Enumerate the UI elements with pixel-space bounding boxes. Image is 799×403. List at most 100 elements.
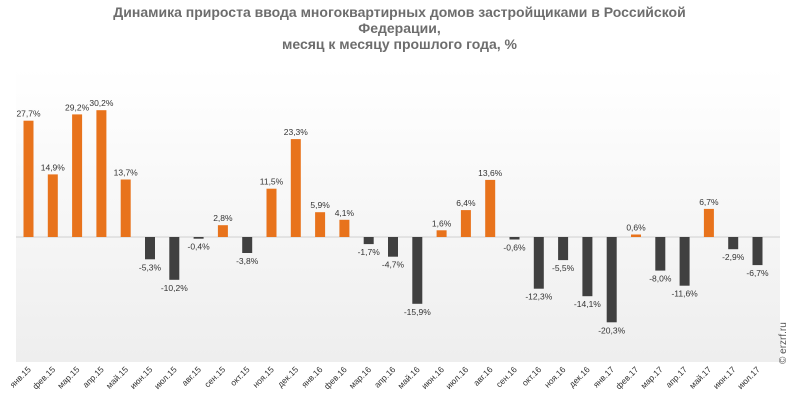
bar-4 — [120, 179, 131, 237]
x-tick-label-3: апр.15 — [80, 364, 106, 390]
data-labels-group: 27,7% 14,9% 29,2% 30,2% 13,7% -5,3% -10,2% -0,4… — [16, 98, 769, 335]
x-tick-label-30: июл.17 — [735, 364, 762, 391]
bar-0 — [23, 120, 34, 237]
bar-2 — [72, 114, 83, 237]
bar-26 — [655, 237, 666, 271]
bar-24 — [606, 237, 617, 323]
data-label-10: 11,5% — [260, 177, 284, 187]
bar-3 — [96, 110, 107, 237]
bar-21 — [533, 237, 544, 289]
x-tick-label-29: июн.17 — [711, 364, 738, 391]
bar-14 — [363, 237, 374, 245]
bar-11 — [290, 139, 301, 237]
x-tick-label-26: мар.17 — [638, 364, 664, 390]
x-tick-label-10: ноя.15 — [251, 364, 277, 390]
bar-8 — [217, 225, 228, 237]
data-label-22: -5,5% — [552, 263, 575, 273]
data-label-3: 30,2% — [89, 98, 114, 108]
bar-15 — [388, 237, 398, 257]
data-label-9: -3,8% — [236, 256, 259, 266]
data-label-30: -6,7% — [746, 268, 769, 278]
x-tick-label-8: сен.15 — [202, 364, 227, 389]
x-tick-label-23: дек.16 — [567, 364, 592, 389]
bar-18 — [460, 210, 471, 237]
bar-23 — [582, 237, 593, 297]
x-tick-label-12: янв.16 — [299, 364, 324, 389]
x-tick-label-6: июл.15 — [152, 364, 179, 391]
data-label-21: -12,3% — [525, 292, 552, 302]
data-label-13: 4,1% — [335, 208, 355, 218]
bar-17 — [436, 230, 447, 237]
data-label-16: -15,9% — [404, 307, 431, 317]
data-label-8: 2,8% — [213, 213, 233, 223]
data-label-11: 23,3% — [284, 127, 309, 137]
x-tick-label-27: апр.17 — [664, 364, 690, 390]
bar-13 — [339, 219, 350, 237]
x-tick-label-14: мар.16 — [347, 364, 373, 390]
chart-title-line-1: Динамика прироста ввода многоквартирных … — [113, 4, 686, 20]
bar-12 — [315, 212, 326, 237]
bar-22 — [558, 237, 569, 261]
bar-25 — [631, 234, 641, 237]
x-tick-label-5: июн.15 — [128, 364, 155, 391]
bar-5 — [145, 237, 155, 260]
x-tick-labels-group: янв.15фев.15мар.15апр.15май.15июн.15июл.… — [8, 364, 762, 391]
x-tick-label-9: окт.15 — [228, 364, 252, 388]
x-tick-label-25: фев.17 — [613, 364, 640, 391]
data-label-23: -14,1% — [574, 299, 601, 309]
chart-title-line-2: Федерации, — [358, 20, 441, 36]
bar-20 — [509, 237, 520, 240]
data-label-5: -5,3% — [139, 262, 162, 272]
bar-19 — [485, 179, 496, 237]
bar-6 — [169, 237, 180, 280]
data-label-27: -11,6% — [671, 289, 698, 299]
x-tick-label-13: фев.16 — [322, 364, 349, 391]
plot-background — [16, 68, 780, 362]
data-label-6: -10,2% — [161, 283, 188, 293]
data-label-25: 0,6% — [626, 223, 646, 233]
data-label-12: 5,9% — [310, 200, 330, 210]
x-tick-label-1: фев.15 — [30, 364, 57, 391]
bar-9 — [242, 237, 253, 253]
data-label-17: 1,6% — [432, 218, 452, 228]
data-label-0: 27,7% — [16, 109, 41, 119]
x-tick-label-28: май.17 — [687, 364, 713, 390]
bar-29 — [728, 237, 739, 250]
x-tick-label-19: авг.16 — [471, 364, 495, 388]
bar-30 — [752, 237, 763, 266]
data-label-15: -4,7% — [382, 260, 405, 270]
data-label-1: 14,9% — [41, 162, 66, 172]
x-tick-label-11: дек.15 — [275, 364, 300, 389]
watermark-text: © erzrf.ru — [778, 322, 789, 364]
x-tick-label-21: окт.16 — [520, 364, 544, 388]
data-label-18: 6,4% — [456, 198, 476, 208]
data-label-20: -0,6% — [503, 243, 526, 253]
bar-1 — [47, 174, 58, 237]
data-label-14: -1,7% — [358, 247, 381, 257]
bars-group — [23, 110, 763, 323]
x-tick-label-18: июл.16 — [444, 364, 471, 391]
bar-7 — [193, 237, 204, 239]
x-tick-label-20: сен.16 — [494, 364, 519, 389]
x-tick-label-17: июн.16 — [419, 364, 446, 391]
x-tick-label-16: май.16 — [395, 364, 421, 390]
data-label-28: 6,7% — [699, 197, 719, 207]
data-label-19: 13,6% — [478, 168, 503, 178]
data-label-24: -20,3% — [598, 325, 625, 335]
data-label-29: -2,9% — [722, 252, 745, 262]
x-tick-label-15: апр.16 — [372, 364, 398, 390]
data-label-2: 29,2% — [65, 102, 90, 112]
x-tick-label-24: янв.17 — [591, 364, 616, 389]
bar-10 — [266, 188, 277, 237]
bar-16 — [412, 237, 423, 304]
x-tick-label-7: авг.15 — [180, 364, 204, 388]
bar-28 — [703, 208, 714, 237]
x-tick-label-0: янв.15 — [8, 364, 33, 389]
x-tick-label-4: май.15 — [104, 364, 130, 390]
watermark: © erzrf.ru — [778, 322, 789, 364]
data-label-26: -8,0% — [649, 274, 672, 284]
bar-27 — [679, 237, 690, 286]
data-label-7: -0,4% — [187, 242, 210, 252]
data-label-4: 13,7% — [114, 168, 139, 178]
